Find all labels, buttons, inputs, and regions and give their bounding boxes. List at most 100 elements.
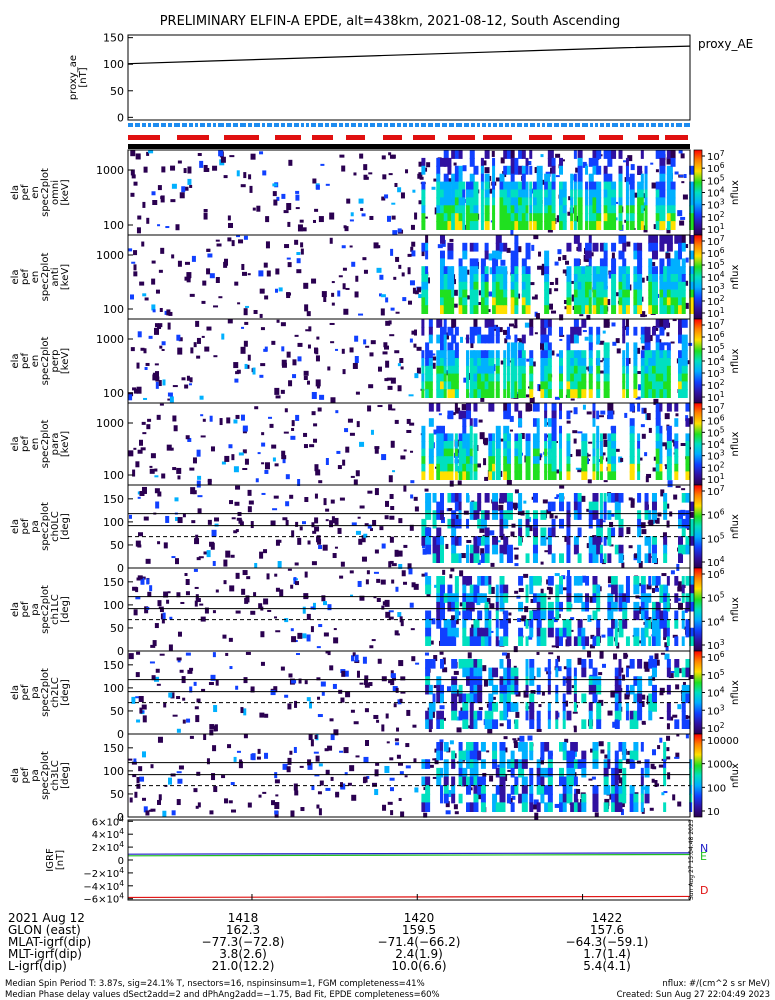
heatmap-cell — [670, 221, 676, 230]
heatmap-cell — [447, 242, 454, 252]
heatmap-cell — [640, 181, 644, 191]
heatmap-cell — [599, 456, 603, 465]
heatmap-cell — [629, 197, 635, 207]
heatmap-cell — [396, 754, 401, 759]
heatmap-cell — [488, 702, 494, 712]
heatmap-cell — [397, 228, 402, 233]
heatmap-cell — [431, 186, 436, 190]
heatmap-cell — [611, 189, 617, 199]
heatmap-cell — [533, 235, 539, 240]
heatmap-cell — [292, 359, 297, 366]
heatmap-cell — [618, 150, 623, 159]
heatmap-cell — [334, 546, 338, 549]
heatmap-cell — [167, 322, 171, 330]
heatmap-cell — [480, 213, 484, 223]
heatmap-cell — [428, 433, 434, 442]
heatmap-cell — [361, 556, 367, 562]
heatmap-cell — [364, 708, 369, 713]
heatmap-cell — [473, 693, 478, 704]
heatmap-cell — [488, 334, 495, 344]
heatmap-cell — [577, 493, 582, 503]
heatmap-cell — [477, 350, 482, 359]
heatmap-cell — [618, 189, 623, 199]
heatmap-cell — [171, 254, 175, 259]
heatmap-cell — [132, 586, 138, 591]
heatmap-cell — [689, 511, 694, 518]
heatmap-cell — [618, 742, 623, 752]
heatmap-cell — [495, 242, 502, 252]
heatmap-cell — [241, 263, 245, 270]
heatmap-cell — [637, 456, 641, 465]
heatmap-cell — [689, 197, 695, 207]
blue-bar-segment — [595, 123, 598, 127]
heatmap-cell — [296, 258, 301, 264]
heatmap-cell — [625, 266, 630, 275]
heatmap-cell — [462, 776, 468, 787]
heatmap-cell — [614, 627, 618, 638]
heatmap-cell — [629, 173, 635, 183]
heatmap-cell — [566, 536, 571, 546]
heatmap-cell — [436, 381, 443, 391]
colorbar-label: nflux — [730, 763, 741, 788]
heatmap-cell — [681, 389, 688, 398]
heatmap-cell — [462, 418, 467, 427]
heatmap-cell — [610, 690, 616, 698]
heatmap-cell — [395, 742, 400, 746]
heatmap-cell — [651, 536, 657, 546]
blue-bar-segment — [195, 123, 198, 127]
y-tick-label: 50 — [110, 788, 124, 801]
heatmap-cell — [451, 197, 456, 207]
heatmap-cell — [581, 448, 588, 458]
heatmap-cell — [394, 738, 399, 742]
ephemeris-value: 3.8(2.6) — [219, 947, 267, 961]
heatmap-cell — [428, 418, 434, 427]
y-axis-label: ela pef pa spec2plot ch3LC [deg] — [10, 751, 71, 800]
heatmap-cell — [345, 287, 350, 290]
heatmap-cell — [354, 356, 359, 364]
heatmap-cell — [618, 693, 622, 704]
heatmap-cell — [196, 557, 201, 561]
heatmap-cell — [506, 493, 513, 503]
heatmap-cell — [469, 501, 475, 512]
heatmap-cell — [443, 334, 447, 344]
heatmap-cell — [651, 493, 657, 503]
heatmap-cell — [581, 358, 587, 367]
heatmap-cell — [674, 636, 679, 646]
heatmap-cell — [514, 289, 519, 299]
heatmap-cell — [197, 802, 201, 808]
heatmap-cell — [473, 365, 478, 375]
heatmap-cell — [339, 750, 344, 753]
heatmap-cell — [637, 702, 643, 712]
heatmap-cell — [484, 197, 490, 207]
heatmap-cell — [506, 365, 510, 375]
heatmap-cell — [391, 408, 396, 411]
heatmap-cell — [473, 381, 478, 391]
heatmap-cell — [570, 173, 574, 183]
heatmap-cell — [425, 776, 431, 787]
heatmap-cell — [432, 510, 437, 520]
heatmap-cell — [544, 358, 550, 367]
heatmap-cell — [607, 463, 614, 473]
heatmap-cell — [562, 197, 567, 207]
heatmap-cell — [355, 755, 360, 758]
heatmap-cell — [599, 281, 605, 291]
heatmap-cell — [614, 750, 619, 761]
heatmap-cell — [137, 331, 142, 338]
heatmap-cell — [659, 157, 666, 167]
heatmap-cell — [559, 576, 564, 586]
heatmap-cell — [489, 603, 495, 609]
heatmap-cell — [425, 242, 429, 252]
heatmap-cell — [473, 274, 479, 283]
heatmap-cell — [443, 221, 449, 230]
heatmap-cell — [259, 712, 265, 718]
heatmap-cell — [674, 441, 679, 450]
heatmap-cell — [514, 221, 519, 230]
heatmap-cell — [601, 663, 606, 668]
heatmap-cell — [454, 610, 459, 621]
heatmap-cell — [651, 305, 658, 314]
heatmap-cell — [660, 489, 665, 497]
heatmap-cell — [314, 735, 318, 740]
heatmap-cell — [469, 553, 475, 563]
heatmap-cell — [453, 303, 458, 308]
heatmap-cell — [599, 553, 603, 563]
